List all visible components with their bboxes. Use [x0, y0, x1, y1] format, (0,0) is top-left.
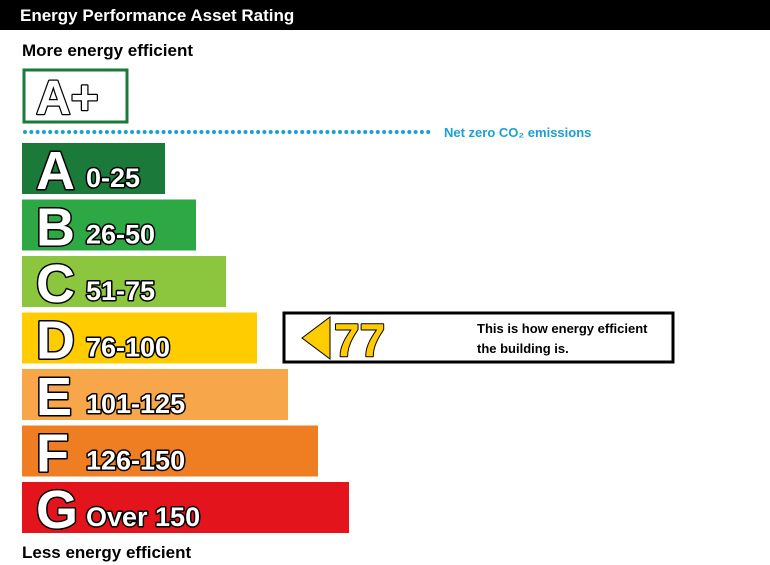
- band-range: 51-75: [86, 276, 155, 306]
- bottom-label: Less energy efficient: [22, 543, 191, 562]
- header-title: Energy Performance Asset Rating: [20, 6, 294, 25]
- band-letter: C: [36, 254, 75, 314]
- band-bar: [22, 425, 318, 477]
- band-bar: [22, 199, 196, 251]
- band-range: 76-100: [86, 333, 170, 363]
- rating-arrow: [301, 316, 331, 360]
- band-range: 101-125: [86, 389, 185, 419]
- band-letter: B: [36, 198, 75, 258]
- band-range: Over 150: [86, 502, 200, 532]
- band-range: 26-50: [86, 220, 155, 250]
- band-letter: D: [36, 311, 75, 371]
- band-bar: [22, 482, 349, 533]
- band-range: 0-25: [86, 163, 140, 193]
- band-letter: F: [36, 424, 69, 484]
- band-bar: [22, 256, 226, 307]
- best-rating-box: [22, 68, 129, 124]
- band-bar: [22, 143, 165, 194]
- header-bar: [0, 0, 770, 30]
- rating-description: the building is.: [477, 341, 569, 356]
- rating-box: [282, 311, 675, 364]
- band-bar: [22, 369, 288, 420]
- best-rating-label: A+: [36, 72, 99, 125]
- rating-description: This is how energy efficient: [477, 321, 648, 336]
- band-letter: E: [36, 367, 72, 427]
- net-zero-label: Net zero CO₂ emissions: [444, 125, 591, 140]
- band-letter: A: [36, 141, 75, 201]
- band-range: 126-150: [86, 446, 185, 476]
- rating-value: 77: [334, 314, 385, 366]
- band-letter: G: [36, 480, 78, 540]
- band-bar: [22, 312, 257, 364]
- top-label: More energy efficient: [22, 41, 193, 60]
